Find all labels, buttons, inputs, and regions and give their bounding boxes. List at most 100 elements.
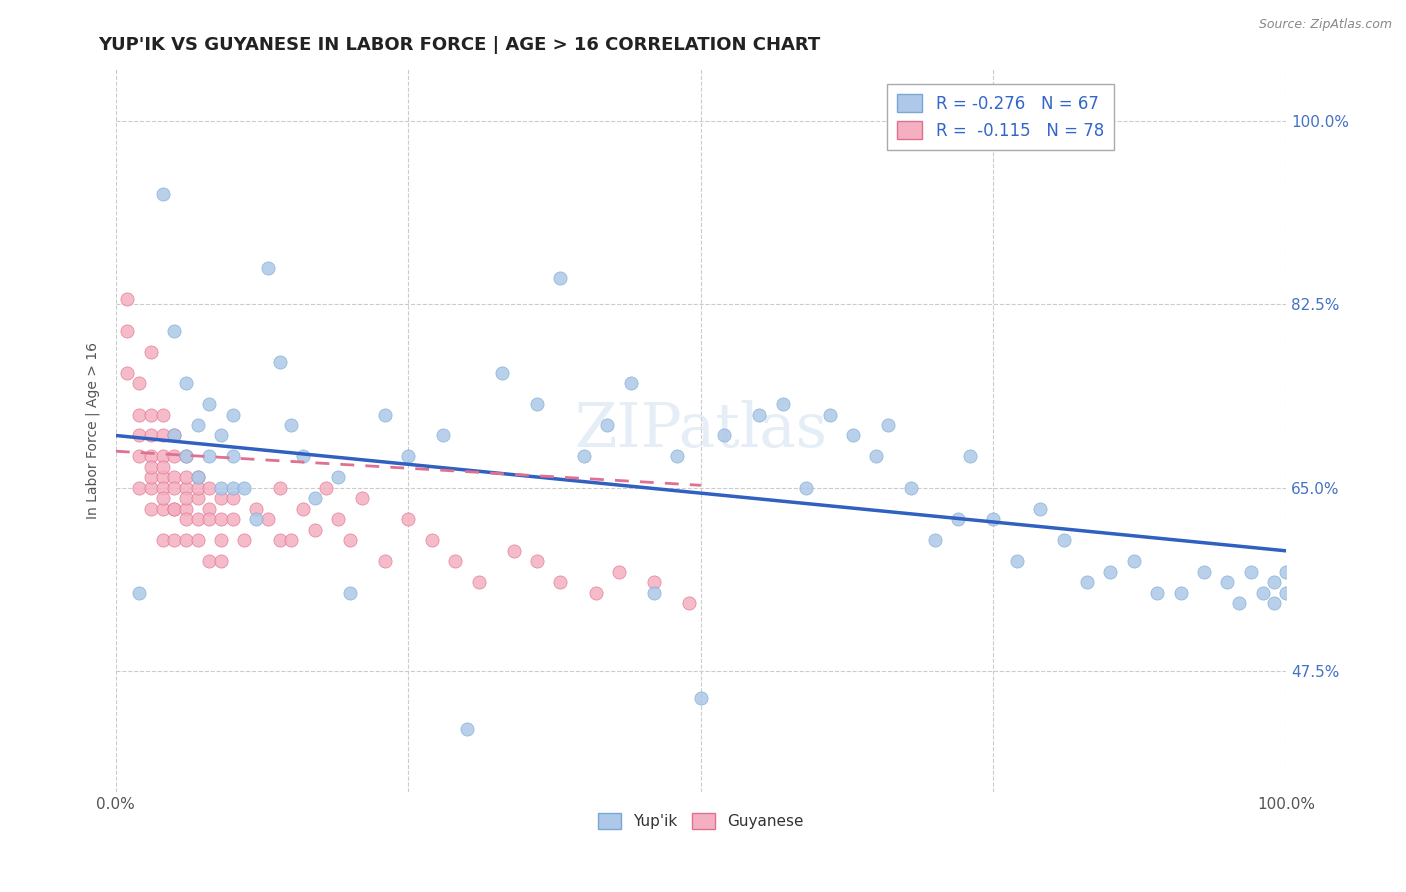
Point: [585, 586, 607, 600]
Point: [526, 397, 548, 411]
Point: [1122, 554, 1144, 568]
Point: [198, 450, 221, 464]
Point: [396, 512, 419, 526]
Point: [128, 586, 150, 600]
Y-axis label: In Labor Force | Age > 16: In Labor Force | Age > 16: [86, 342, 100, 519]
Point: [139, 450, 162, 464]
Point: [152, 408, 174, 422]
Point: [198, 554, 221, 568]
Point: [689, 690, 711, 705]
Point: [163, 470, 186, 484]
Point: [163, 481, 186, 495]
Point: [794, 481, 817, 495]
Point: [245, 512, 267, 526]
Point: [245, 501, 267, 516]
Point: [678, 596, 700, 610]
Point: [209, 428, 232, 442]
Point: [491, 366, 513, 380]
Point: [502, 544, 524, 558]
Point: [152, 187, 174, 202]
Point: [948, 512, 970, 526]
Point: [139, 428, 162, 442]
Point: [1170, 586, 1192, 600]
Point: [163, 428, 186, 442]
Point: [350, 491, 373, 506]
Point: [339, 586, 361, 600]
Point: [174, 450, 197, 464]
Point: [187, 470, 209, 484]
Point: [550, 575, 572, 590]
Point: [1029, 501, 1052, 516]
Point: [280, 533, 302, 548]
Text: YUP'IK VS GUYANESE IN LABOR FORCE | AGE > 16 CORRELATION CHART: YUP'IK VS GUYANESE IN LABOR FORCE | AGE …: [98, 36, 821, 54]
Point: [550, 271, 572, 285]
Point: [174, 501, 197, 516]
Point: [924, 533, 946, 548]
Point: [117, 292, 139, 306]
Point: [526, 554, 548, 568]
Point: [117, 366, 139, 380]
Point: [128, 428, 150, 442]
Point: [842, 428, 865, 442]
Point: [209, 533, 232, 548]
Point: [444, 554, 467, 568]
Point: [152, 470, 174, 484]
Point: [257, 512, 280, 526]
Point: [456, 722, 478, 736]
Point: [772, 397, 794, 411]
Point: [959, 450, 981, 464]
Point: [713, 428, 735, 442]
Point: [128, 408, 150, 422]
Point: [983, 512, 1005, 526]
Point: [174, 491, 197, 506]
Point: [1240, 565, 1263, 579]
Point: [1263, 575, 1285, 590]
Point: [222, 512, 245, 526]
Point: [128, 376, 150, 390]
Point: [187, 417, 209, 432]
Point: [596, 417, 619, 432]
Point: [209, 512, 232, 526]
Point: [1005, 554, 1028, 568]
Point: [1251, 586, 1274, 600]
Point: [174, 470, 197, 484]
Point: [292, 501, 315, 516]
Point: [1099, 565, 1122, 579]
Point: [1076, 575, 1098, 590]
Point: [163, 324, 186, 338]
Text: Source: ZipAtlas.com: Source: ZipAtlas.com: [1258, 18, 1392, 31]
Point: [187, 470, 209, 484]
Point: [233, 533, 256, 548]
Point: [420, 533, 443, 548]
Point: [128, 450, 150, 464]
Point: [139, 481, 162, 495]
Point: [269, 481, 291, 495]
Point: [1263, 596, 1285, 610]
Point: [187, 533, 209, 548]
Point: [1052, 533, 1074, 548]
Point: [187, 481, 209, 495]
Point: [139, 459, 162, 474]
Point: [432, 428, 454, 442]
Point: [163, 428, 186, 442]
Text: ZIPatlas: ZIPatlas: [575, 401, 827, 460]
Point: [152, 533, 174, 548]
Point: [643, 586, 665, 600]
Point: [128, 481, 150, 495]
Point: [1146, 586, 1168, 600]
Point: [865, 450, 887, 464]
Point: [152, 428, 174, 442]
Point: [292, 450, 315, 464]
Point: [304, 491, 326, 506]
Point: [222, 491, 245, 506]
Point: [117, 324, 139, 338]
Point: [1227, 596, 1250, 610]
Point: [198, 512, 221, 526]
Point: [152, 491, 174, 506]
Point: [396, 450, 419, 464]
Point: [163, 533, 186, 548]
Point: [666, 450, 689, 464]
Point: [139, 501, 162, 516]
Point: [209, 481, 232, 495]
Point: [174, 376, 197, 390]
